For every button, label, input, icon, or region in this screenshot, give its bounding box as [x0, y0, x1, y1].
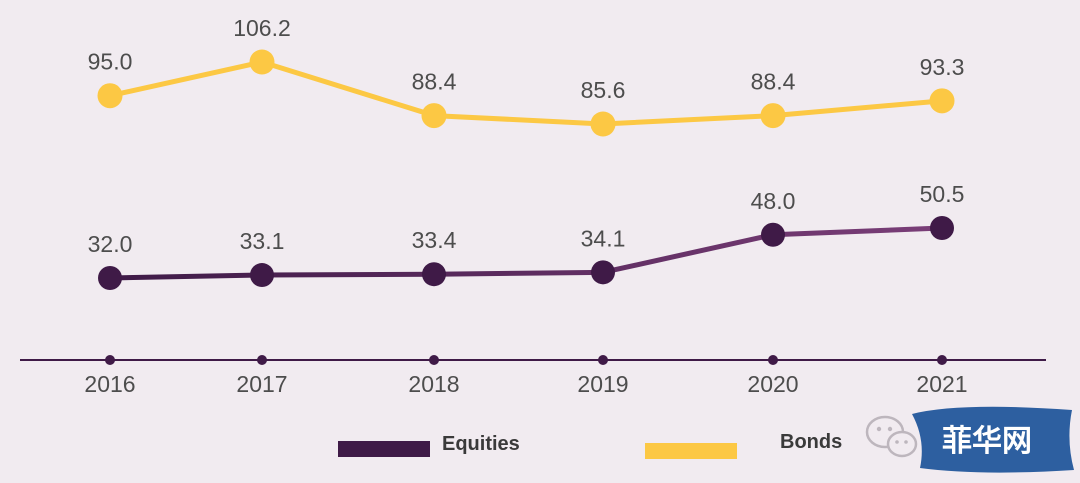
x-tick-dot [937, 355, 947, 365]
watermark: 菲华网 [865, 406, 1074, 473]
data-point-equities [250, 263, 274, 288]
data-point-bonds [249, 49, 275, 75]
data-label-equities: 32.0 [88, 231, 133, 257]
data-label-bonds: 106.2 [233, 15, 291, 41]
data-point-equities [591, 260, 615, 285]
data-point-bonds [590, 111, 616, 137]
series-line-equities [107, 225, 945, 281]
legend-swatch-bonds [645, 443, 737, 459]
data-label-equities: 48.0 [751, 188, 796, 214]
series-line-bonds [107, 59, 945, 127]
data-label-bonds: 88.4 [751, 69, 796, 95]
data-label-bonds: 85.6 [581, 77, 626, 103]
data-point-bonds [929, 88, 955, 114]
x-tick-dot [768, 355, 778, 365]
x-tick-dot [429, 355, 439, 365]
data-label-bonds: 88.4 [412, 69, 457, 95]
data-label-equities: 34.1 [581, 225, 626, 251]
x-tick-dot [598, 355, 608, 365]
x-tick-label: 2020 [747, 371, 798, 397]
x-tick-dot [105, 355, 115, 365]
x-axis: 2016 2017 2018 2019 2020 2021 [20, 355, 1046, 397]
data-point-equities [761, 222, 785, 247]
data-point-equities [98, 266, 122, 290]
x-tick-label: 2019 [577, 371, 628, 397]
x-tick-label: 2018 [408, 371, 459, 397]
legend: Equities Bonds [338, 431, 842, 459]
watermark-text: 菲华网 [942, 424, 1032, 459]
data-label-bonds: 95.0 [88, 49, 133, 75]
x-tick-dot [257, 355, 267, 365]
legend-label-bonds: Bonds [780, 431, 842, 453]
data-label-bonds: 93.3 [920, 54, 965, 80]
x-tick-label: 2017 [236, 371, 287, 397]
data-point-bonds [97, 83, 123, 109]
data-point-equities [422, 262, 446, 287]
data-point-equities [930, 216, 954, 240]
legend-label-equities: Equities [442, 433, 520, 455]
data-label-equities: 50.5 [920, 181, 965, 207]
x-tick-label: 2016 [84, 371, 135, 397]
watermark-banner [912, 406, 1074, 473]
x-tick-label: 2021 [916, 371, 967, 397]
data-point-bonds [760, 103, 786, 129]
data-label-equities: 33.4 [412, 227, 457, 253]
data-point-bonds [421, 103, 447, 129]
series-layer: 32.0 33.1 33.4 34.1 48.0 50.5 95.0 106.2 88.4 85.… [88, 15, 965, 290]
legend-swatch-equities [338, 441, 430, 457]
data-label-equities: 33.1 [240, 228, 285, 254]
wechat-icon [865, 415, 918, 458]
